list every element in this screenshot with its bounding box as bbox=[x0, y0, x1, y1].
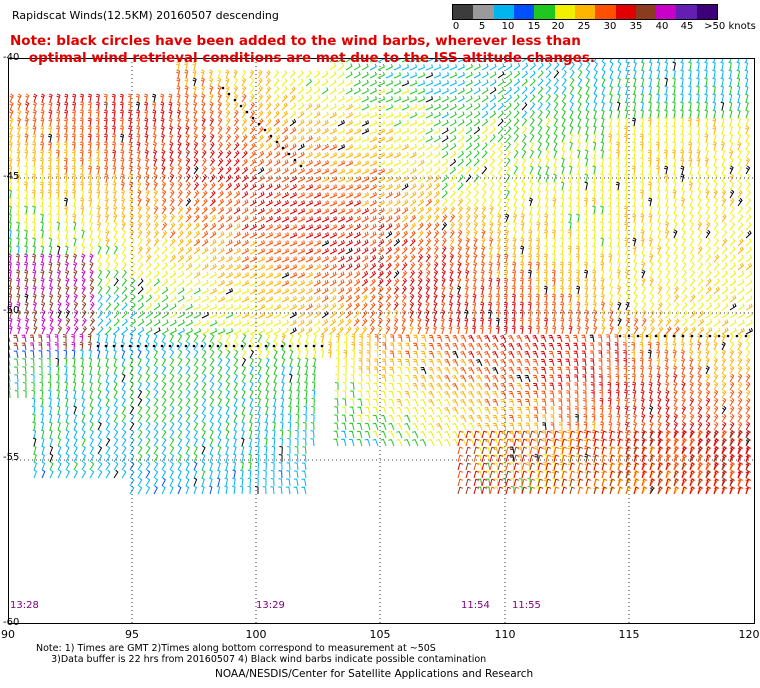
lat-label-40: -40 bbox=[3, 52, 20, 63]
wind-speed-colorbar bbox=[452, 4, 718, 20]
contamination-note: Note: black circles have been added to t… bbox=[10, 33, 595, 66]
time-label-1155: 11:55 bbox=[512, 600, 541, 611]
colorbar-swatch bbox=[656, 5, 677, 19]
colorbar-swatch bbox=[676, 5, 697, 19]
colorbar-swatch bbox=[615, 5, 636, 19]
lon-label-90: 90 bbox=[1, 628, 15, 641]
colorbar-swatch bbox=[595, 5, 616, 19]
colorbar-label: 25 bbox=[577, 21, 591, 32]
lat-label-45: -45 bbox=[3, 171, 20, 182]
map-frame bbox=[8, 58, 755, 624]
credit-line: NOAA/NESDIS/Center for Satellite Applica… bbox=[215, 668, 534, 680]
colorbar-swatch bbox=[574, 5, 596, 19]
lon-label-105: 105 bbox=[369, 628, 391, 641]
colorbar-label: 10 bbox=[501, 21, 515, 32]
lon-label-120: 120 bbox=[738, 628, 760, 641]
contamination-dots bbox=[96, 86, 748, 348]
colorbar-label: 35 bbox=[629, 21, 643, 32]
colorbar-label: 15 bbox=[527, 21, 541, 32]
colorbar-swatch bbox=[493, 5, 514, 19]
colorbar-swatch bbox=[696, 5, 718, 19]
graticule bbox=[8, 58, 755, 624]
colorbar-label: 0 bbox=[452, 21, 460, 32]
lon-label-100: 100 bbox=[245, 628, 267, 641]
colorbar-label: 5 bbox=[478, 21, 486, 32]
wind-barbs bbox=[8, 58, 753, 495]
map-title: Rapidscat Winds(12.5KM) 20160507 descend… bbox=[12, 9, 279, 22]
lat-label-60: -60 bbox=[3, 617, 20, 628]
colorbar-swatch bbox=[453, 5, 474, 19]
colorbar-swatch bbox=[534, 5, 555, 19]
lat-label-50: -50 bbox=[3, 305, 20, 316]
wind-barb-map bbox=[8, 58, 755, 624]
footnote: Note: 1) Times are GMT 2)Times along bot… bbox=[36, 643, 487, 665]
colorbar-label: 30 bbox=[603, 21, 617, 32]
lon-label-110: 110 bbox=[494, 628, 516, 641]
colorbar-label: 40 bbox=[655, 21, 669, 32]
colorbar-label: 20 bbox=[551, 21, 565, 32]
lon-label-115: 115 bbox=[618, 628, 640, 641]
lon-label-95: 95 bbox=[125, 628, 139, 641]
colorbar-swatch bbox=[473, 5, 494, 19]
colorbar-swatch bbox=[554, 5, 575, 19]
colorbar-swatch bbox=[513, 5, 535, 19]
time-label-1328: 13:28 bbox=[10, 600, 39, 611]
colorbar-label: >50 knots bbox=[704, 21, 756, 32]
colorbar-label: 45 bbox=[680, 21, 694, 32]
time-label-1154: 11:54 bbox=[461, 600, 490, 611]
wind-barbs-lower bbox=[457, 430, 752, 495]
lat-label-55: -55 bbox=[3, 452, 20, 463]
colorbar-swatch bbox=[635, 5, 657, 19]
time-label-1329: 13:29 bbox=[256, 600, 285, 611]
